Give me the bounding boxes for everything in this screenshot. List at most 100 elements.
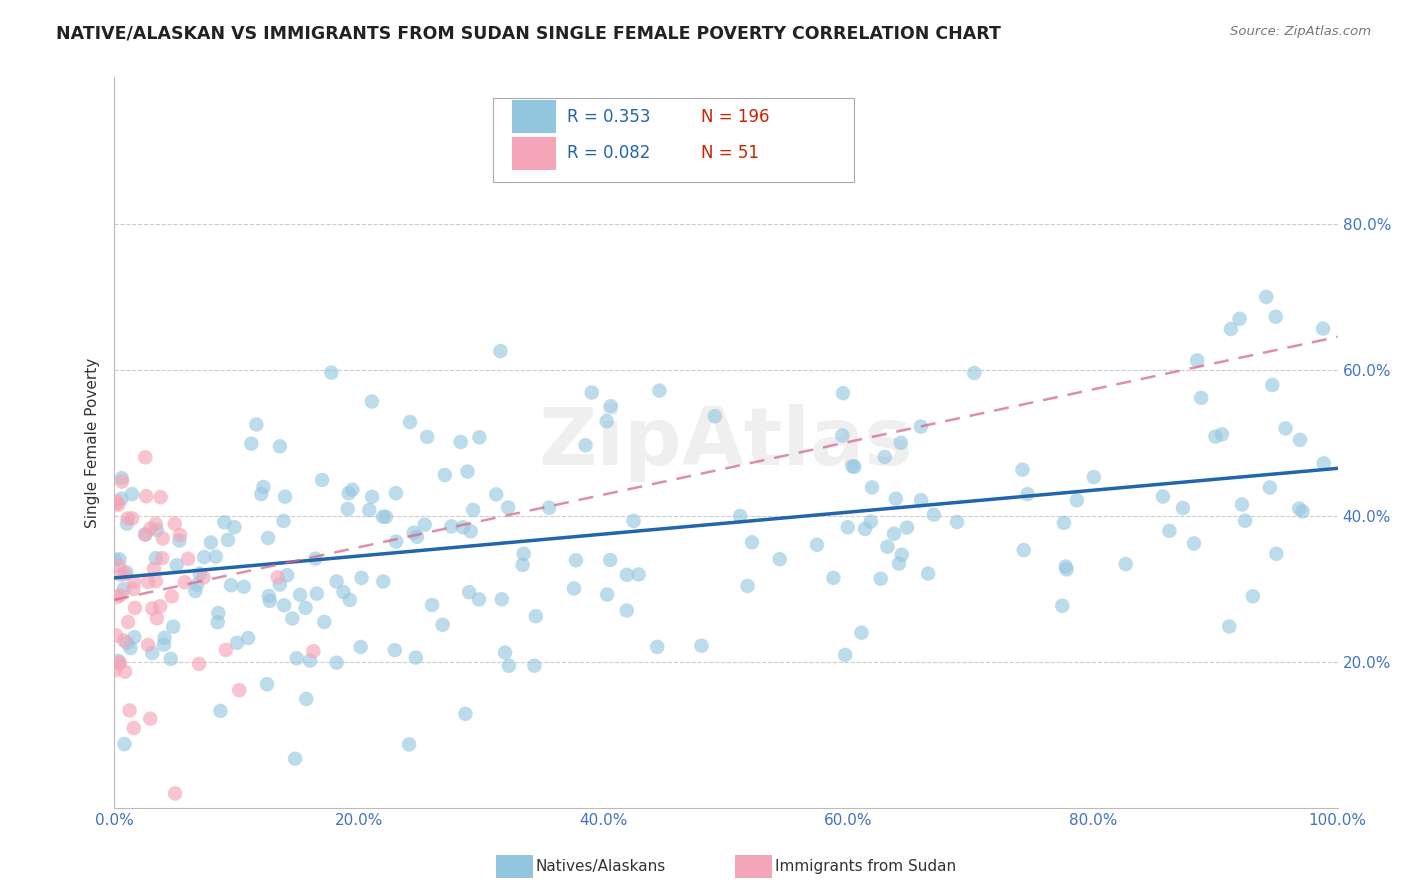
Point — [458, 585, 481, 599]
Point — [105, 590, 128, 604]
Point — [110, 567, 132, 582]
Point — [1083, 470, 1105, 484]
Point — [1229, 311, 1251, 326]
Point — [114, 566, 136, 581]
Point — [250, 487, 273, 501]
FancyBboxPatch shape — [512, 136, 555, 170]
Point — [1291, 504, 1313, 518]
Point — [374, 509, 396, 524]
Point — [360, 394, 382, 409]
Point — [616, 603, 638, 617]
Point — [240, 436, 263, 450]
Point — [305, 586, 328, 600]
Point — [193, 570, 215, 584]
Point — [648, 384, 671, 398]
Point — [361, 490, 384, 504]
Point — [1312, 321, 1334, 335]
Point — [120, 641, 142, 656]
Point — [359, 503, 381, 517]
Point — [299, 654, 322, 668]
Point — [150, 551, 173, 566]
Point — [321, 366, 343, 380]
Point — [1053, 516, 1076, 530]
Point — [457, 465, 479, 479]
Point — [538, 500, 561, 515]
Point — [1288, 501, 1310, 516]
Point — [385, 534, 408, 549]
Point — [256, 677, 278, 691]
Point — [142, 561, 165, 575]
Point — [873, 450, 896, 464]
Point — [1185, 353, 1208, 368]
Point — [1264, 310, 1286, 324]
Point — [460, 524, 482, 539]
Point — [574, 438, 596, 452]
Point — [121, 511, 143, 525]
Point — [769, 552, 792, 566]
Point — [1312, 457, 1334, 471]
Point — [209, 704, 232, 718]
Point — [219, 578, 242, 592]
Point — [186, 578, 208, 592]
Point — [1017, 487, 1039, 501]
Point — [121, 487, 143, 501]
Point — [236, 631, 259, 645]
Point — [273, 514, 295, 528]
Point — [257, 531, 280, 545]
Point — [416, 430, 439, 444]
Point — [108, 656, 131, 670]
Point — [860, 480, 883, 494]
Point — [159, 652, 181, 666]
Point — [104, 663, 127, 677]
Point — [139, 712, 162, 726]
Point — [627, 567, 650, 582]
Point — [496, 500, 519, 515]
Point — [398, 738, 420, 752]
Point — [432, 617, 454, 632]
Point — [1234, 514, 1257, 528]
Point — [831, 428, 853, 442]
Point — [336, 502, 359, 516]
Point — [1274, 421, 1296, 435]
Point — [136, 574, 159, 589]
Point — [841, 459, 863, 474]
Point — [349, 640, 371, 654]
Point — [281, 611, 304, 625]
Point — [267, 570, 290, 584]
Text: ZipAtlas: ZipAtlas — [538, 404, 912, 482]
Point — [1265, 547, 1288, 561]
Point — [325, 574, 347, 589]
Point — [122, 574, 145, 589]
Point — [149, 599, 172, 614]
Point — [859, 515, 882, 529]
Point — [433, 468, 456, 483]
Point — [162, 620, 184, 634]
Point — [1182, 536, 1205, 550]
Point — [252, 480, 274, 494]
Point — [887, 557, 910, 571]
Point — [112, 582, 135, 596]
Point — [259, 594, 281, 608]
Point — [946, 515, 969, 529]
Point — [111, 475, 134, 489]
Point — [107, 654, 129, 668]
Point — [139, 521, 162, 535]
Point — [160, 590, 183, 604]
Point — [152, 532, 174, 546]
Point — [581, 385, 603, 400]
Point — [105, 494, 128, 508]
Point — [498, 658, 520, 673]
Point — [232, 580, 254, 594]
Point — [273, 599, 295, 613]
Point — [963, 366, 986, 380]
Point — [205, 549, 228, 564]
Text: R = 0.082: R = 0.082 — [567, 145, 650, 162]
FancyBboxPatch shape — [512, 100, 555, 133]
Text: NATIVE/ALASKAN VS IMMIGRANTS FROM SUDAN SINGLE FEMALE POVERTY CORRELATION CHART: NATIVE/ALASKAN VS IMMIGRANTS FROM SUDAN … — [56, 25, 1001, 43]
Point — [112, 633, 135, 648]
Point — [728, 508, 751, 523]
Point — [890, 548, 912, 562]
Point — [115, 516, 138, 531]
Point — [207, 606, 229, 620]
Point — [523, 658, 546, 673]
